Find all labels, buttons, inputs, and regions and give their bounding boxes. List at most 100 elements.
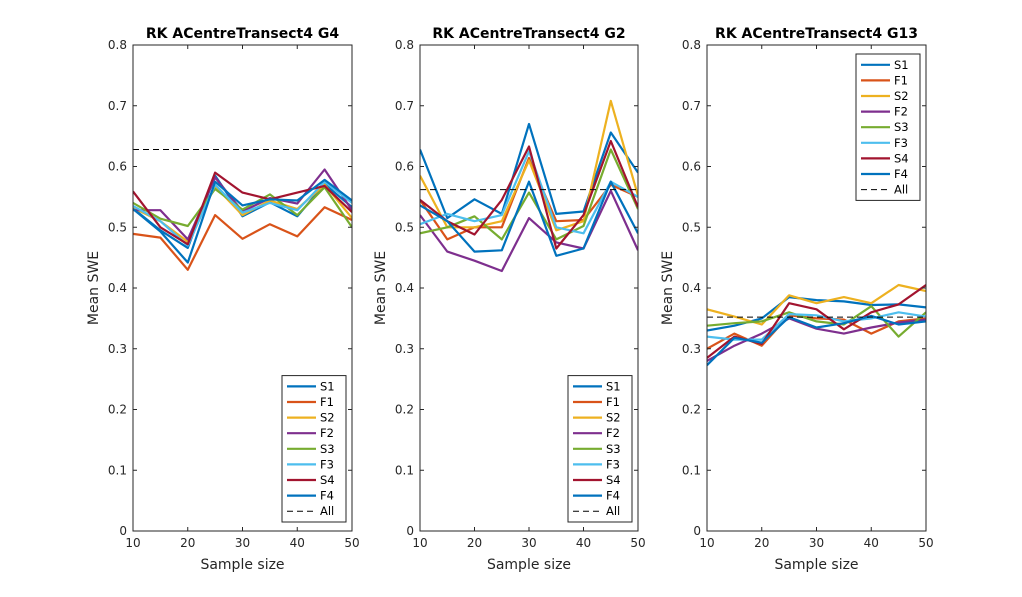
legend-label: F1: [606, 395, 620, 409]
y-tick-label: 0.4: [682, 281, 701, 295]
y-tick-label: 0.2: [682, 403, 701, 417]
y-tick-label: 0.4: [395, 281, 414, 295]
y-tick-label: 0.7: [108, 99, 127, 113]
y-tick-label: 0.7: [395, 99, 414, 113]
series-lines: [420, 99, 638, 273]
legend-label: F4: [320, 489, 334, 503]
legend-label: F4: [606, 489, 620, 503]
legend-label: F1: [320, 395, 334, 409]
y-tick-label: 0.6: [682, 160, 701, 174]
x-tick-label: 40: [290, 536, 305, 550]
legend-label: S2: [320, 411, 335, 425]
legend-label: S4: [894, 151, 909, 165]
legend-label: S1: [320, 379, 335, 393]
legend-label: All: [894, 183, 908, 197]
y-tick-label: 0.5: [108, 220, 127, 234]
x-tick-label: 50: [344, 536, 359, 550]
chart-title: RK ACentreTransect4 G2: [432, 26, 625, 42]
x-tick-label: 20: [180, 536, 195, 550]
series-line-f4: [133, 178, 352, 264]
y-axis-label: Mean SWE: [86, 251, 102, 325]
y-tick-label: 0.6: [395, 160, 414, 174]
legend-label: F3: [606, 457, 620, 471]
chart-title: RK ACentreTransect4 G13: [715, 26, 918, 42]
y-tick-label: 0.8: [682, 38, 701, 52]
legend-label: F1: [894, 73, 908, 87]
x-tick-label: 10: [699, 536, 714, 550]
y-tick-label: 0.1: [682, 463, 701, 477]
y-tick-label: 0.4: [108, 281, 127, 295]
chart-panel-1: 10 20 30 40 50 0 0.1 0.2 0.3 0.4 0.5 0.6 0.7 0.8 RK AC…: [86, 26, 360, 573]
x-tick-label: 20: [754, 536, 769, 550]
x-axis-label: Sample size: [200, 557, 284, 573]
x-tick-label: 20: [467, 536, 482, 550]
legend-label: S4: [320, 473, 335, 487]
legend-label: S1: [606, 379, 621, 393]
x-tick-label: 40: [576, 536, 591, 550]
x-tick-label: 30: [235, 536, 250, 550]
y-tick-label: 0.7: [682, 99, 701, 113]
legend-label: All: [320, 504, 334, 518]
y-tick-label: 0.3: [395, 342, 414, 356]
series-line-f3: [420, 150, 638, 235]
x-tick-label: 50: [630, 536, 645, 550]
y-tick-label: 0.2: [108, 403, 127, 417]
series-line-s3: [133, 186, 352, 228]
legend-label: S2: [894, 89, 909, 103]
y-tick-label: 0.1: [108, 463, 127, 477]
y-axis-label: Mean SWE: [660, 251, 676, 325]
y-tick-label: 0: [119, 524, 127, 538]
y-tick-label: 0.2: [395, 403, 414, 417]
x-tick-label: 30: [521, 536, 536, 550]
y-tick-label: 0.5: [682, 220, 701, 234]
series-line-f2: [707, 317, 926, 362]
x-tick-label: 30: [809, 536, 824, 550]
series-lines: [707, 283, 926, 366]
series-line-s1: [420, 122, 638, 220]
legend-label: F2: [320, 426, 334, 440]
series-line-s4: [420, 139, 638, 250]
series-line-f4: [420, 180, 638, 257]
legend-label: S4: [606, 473, 621, 487]
y-tick-label: 0.1: [395, 463, 414, 477]
legend-label: F3: [320, 457, 334, 471]
y-tick-label: 0: [406, 524, 414, 538]
x-tick-label: 10: [412, 536, 427, 550]
legend-label: F3: [894, 136, 908, 150]
legend-label: S1: [894, 58, 909, 72]
y-tick-label: 0.3: [108, 342, 127, 356]
series-line-f1: [420, 156, 638, 241]
series-line-s3: [707, 305, 926, 338]
series-line-s2: [420, 99, 638, 232]
x-tick-label: 40: [864, 536, 879, 550]
x-tick-label: 50: [918, 536, 933, 550]
x-axis-label: Sample size: [487, 557, 571, 573]
legend-label: S3: [320, 442, 335, 456]
legend-label: S2: [606, 411, 621, 425]
legend-label: S3: [894, 120, 909, 134]
y-tick-label: 0.8: [108, 38, 127, 52]
chart-panel-3: 10 20 30 40 50 0 0.1 0.2 0.3 0.4 0.5 0.6 0.7 0.8 RK AC…: [660, 26, 934, 573]
series-line-f3: [133, 180, 352, 247]
series-line-s2: [707, 283, 926, 326]
series-line-s1: [133, 174, 352, 249]
legend-label: F2: [606, 426, 620, 440]
y-tick-label: 0: [693, 524, 701, 538]
y-tick-label: 0.3: [682, 342, 701, 356]
series-line-f2: [420, 189, 638, 273]
legend-label: S3: [606, 442, 621, 456]
chart-title: RK ACentreTransect4 G4: [146, 26, 339, 42]
series-line-s3: [420, 148, 638, 241]
series-lines: [133, 148, 352, 271]
y-tick-label: 0.5: [395, 220, 414, 234]
y-tick-label: 0.6: [108, 160, 127, 174]
y-tick-label: 0.8: [395, 38, 414, 52]
series-line-f1: [133, 206, 352, 271]
x-tick-label: 10: [125, 536, 140, 550]
chart-panel-2: 10 20 30 40 50 0 0.1 0.2 0.3 0.4 0.5 0.6 0.7 0.8 RK AC…: [373, 26, 646, 573]
legend-label: All: [606, 504, 620, 518]
